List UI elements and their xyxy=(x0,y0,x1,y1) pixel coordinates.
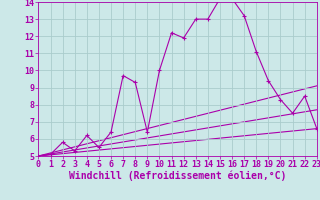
X-axis label: Windchill (Refroidissement éolien,°C): Windchill (Refroidissement éolien,°C) xyxy=(69,171,286,181)
